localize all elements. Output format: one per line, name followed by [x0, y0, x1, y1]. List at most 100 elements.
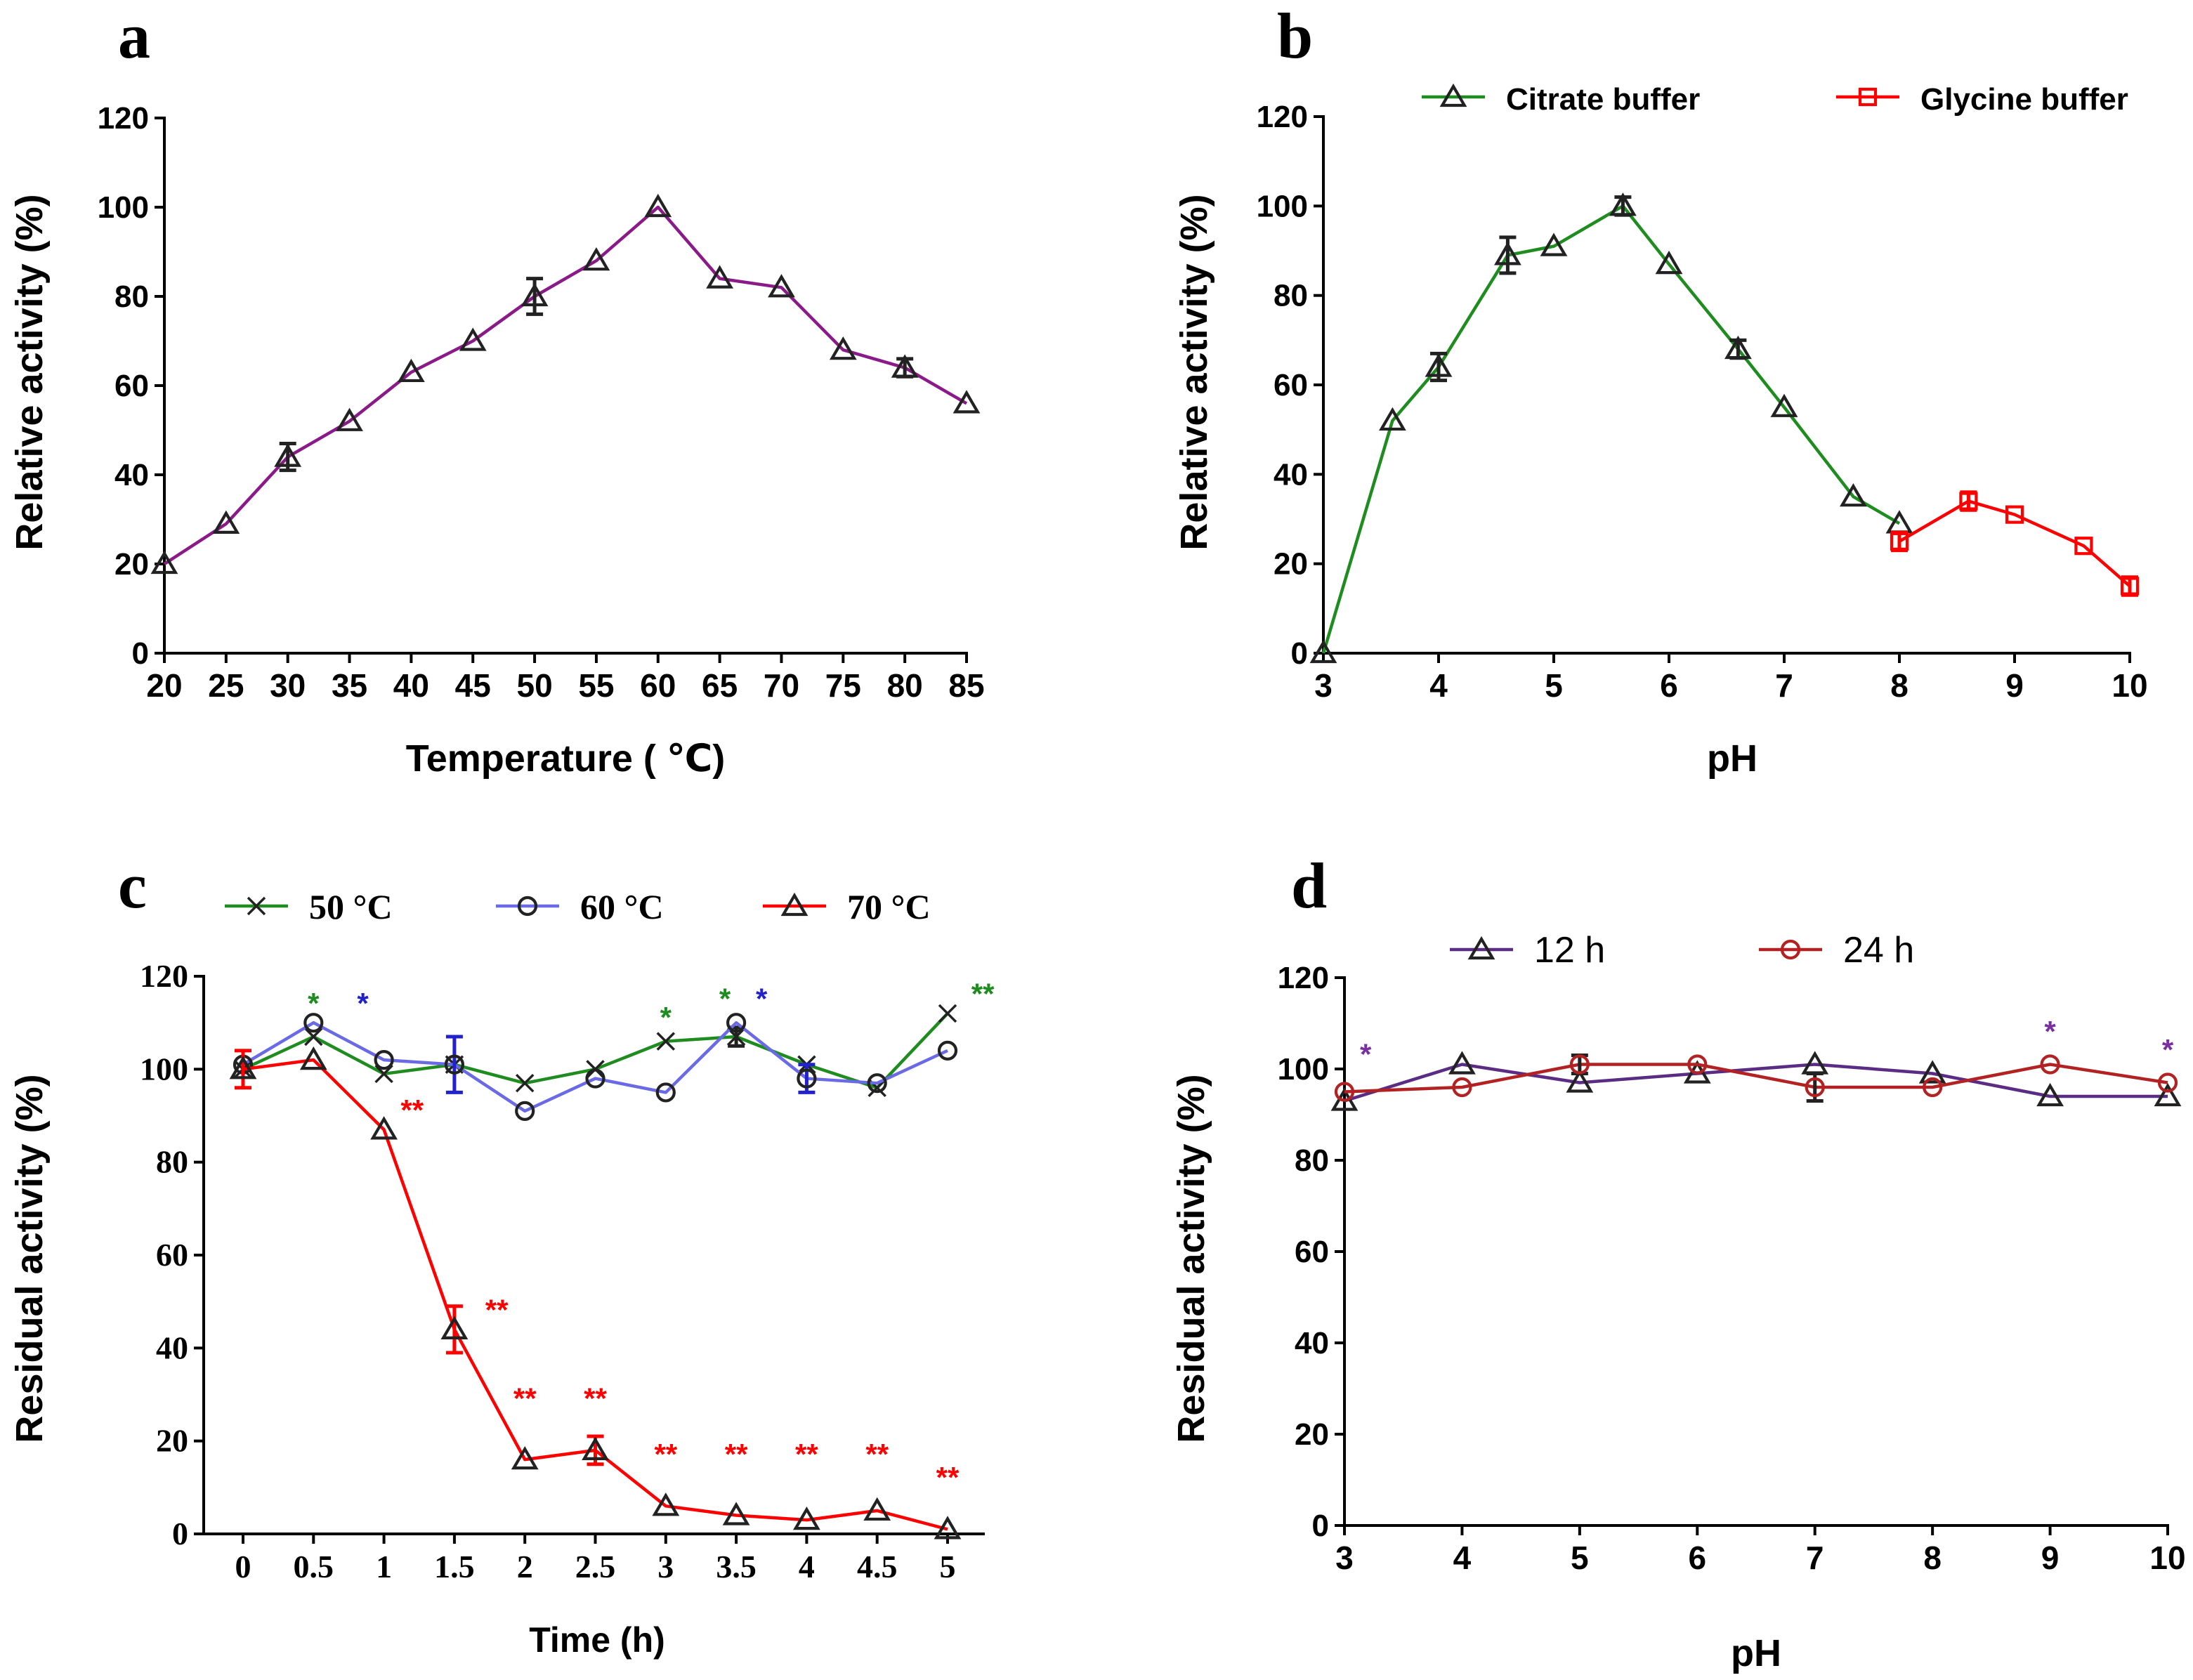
- panel-d-legend-24h-swatch-marker: [1780, 939, 1801, 960]
- panel-c-series-2-point: [440, 1315, 469, 1339]
- panel-b-series-1-point: [2074, 537, 2093, 556]
- panel-b-series-0-point: [1540, 232, 1568, 256]
- panel-c-ylabel: Residual activity (%): [8, 1074, 51, 1443]
- panel-a-ylabel: Relative activity (%): [8, 194, 51, 550]
- panel-d-series-0-point: [1918, 1060, 1946, 1084]
- panel-d-legend-12h-swatch-marker: [1467, 936, 1495, 960]
- panel-c-significance-mark: **: [400, 1094, 424, 1127]
- panel-b-series-1-point: [1959, 492, 1978, 511]
- panel-c-series-2-point: [582, 1436, 609, 1460]
- panel-c-x-tick-label: 4: [799, 1549, 815, 1584]
- panel-a-series-0-point: [829, 336, 857, 360]
- panel-c-letter: c: [118, 850, 147, 921]
- panel-a-x-tick-label: 35: [332, 667, 367, 704]
- panel-c-x-tick-label: 2: [517, 1549, 533, 1584]
- panel-b-series-0-point: [1839, 483, 1867, 507]
- panel-c-x-tick-label: 1: [376, 1549, 392, 1584]
- panel-a-y-tick-label: 40: [114, 458, 149, 492]
- panel-c-significance-mark: **: [795, 1438, 818, 1471]
- panel-d-x-tick-label: 3: [1335, 1540, 1354, 1576]
- panel-d-x-tick-label: 9: [2041, 1540, 2060, 1576]
- panel-a-series-0-point: [397, 358, 425, 383]
- panel-c-series-2-point: [722, 1502, 750, 1525]
- panel-d-letter: d: [1291, 850, 1327, 921]
- panel-a-series-0-point: [706, 265, 734, 289]
- panel-b-x-tick-label: 8: [1890, 667, 1909, 704]
- panel-a-y-tick-label: 60: [114, 369, 149, 403]
- panel-c-significance-mark: *: [756, 982, 768, 1015]
- panel-a-x-tick-label: 65: [702, 667, 738, 704]
- panel-c-legend-50-swatch-marker: [247, 896, 266, 916]
- panel-d-significance-mark: *: [2044, 1015, 2056, 1048]
- panel-b-y-tick-label: 40: [1274, 457, 1308, 492]
- panel-b-series-0-line: [1321, 204, 1901, 654]
- panel-c-significance-mark: **: [654, 1438, 677, 1471]
- panel-c-x-tick-label: 2.5: [575, 1549, 616, 1584]
- panel-b-series-0-point: [1655, 250, 1683, 275]
- panel-a-x-tick-label: 50: [516, 667, 552, 704]
- panel-a-y-tick-label: 120: [98, 101, 149, 136]
- panel-d-series-0-point: [1566, 1069, 1594, 1093]
- panel-d-legend-24h-label: 24 h: [1843, 930, 1914, 971]
- panel-a: a Relative activity (%) Temperature ( ℃)…: [8, 0, 985, 780]
- panel-d-series-1-point: [1687, 1054, 1708, 1075]
- panel-b-xlabel: pH: [1707, 737, 1757, 780]
- panel-a-series-0-point: [336, 407, 363, 431]
- panel-c-y-tick-label: 60: [156, 1237, 188, 1273]
- panel-c-series-1-point: [937, 1040, 958, 1061]
- panel-c-series-2-point: [299, 1046, 327, 1070]
- panel-a-x-tick-label: 25: [208, 667, 244, 704]
- panel-b-series-0-point: [1770, 393, 1798, 417]
- panel-c-significance-mark: **: [584, 1382, 607, 1415]
- panel-c-series-2-point: [511, 1445, 539, 1470]
- panel-d-significance-mark: *: [1360, 1038, 1372, 1071]
- panel-c-series-0-line: [242, 1012, 949, 1090]
- panel-d-significance-mark: *: [2162, 1033, 2174, 1066]
- panel-c-significance-mark: *: [357, 987, 369, 1020]
- panel-b-y-tick-label: 120: [1257, 100, 1308, 134]
- panel-a-y-tick-label: 100: [98, 190, 149, 225]
- panel-b-series-0-point: [1724, 335, 1752, 360]
- panel-c-x-tick-label: 5: [940, 1549, 956, 1584]
- panel-c-series-1-errorbar: [445, 1035, 463, 1094]
- panel-a-series-0-point: [459, 327, 487, 351]
- panel-c-series-1-point: [867, 1073, 887, 1094]
- panel-b-y-tick-label: 20: [1274, 547, 1308, 582]
- panel-d-series-1-point: [1452, 1077, 1472, 1098]
- panel-b-series-0-point: [1425, 353, 1453, 377]
- panel-b-ylabel: Relative activity (%): [1173, 194, 1215, 550]
- panel-c-series-1-point: [655, 1082, 676, 1103]
- panel-c-series-1-point: [726, 1013, 747, 1033]
- panel-a-x-tick-label: 70: [764, 667, 799, 704]
- panel-c-series-1-point: [797, 1068, 817, 1089]
- panel-c-legend-50-label: 50 °C: [309, 887, 393, 926]
- panel-c-series-1-point: [585, 1068, 605, 1089]
- panel-a-series-0-point: [582, 247, 610, 271]
- panel-b-x-tick-label: 3: [1314, 667, 1333, 704]
- panel-c-xlabel: Time (h): [529, 1620, 665, 1660]
- panel-a-series-0-point: [768, 274, 795, 298]
- panel-a-series-0-point: [150, 550, 178, 575]
- panel-d-series-1-point: [1923, 1077, 1943, 1098]
- panel-d-series-1-point: [2040, 1054, 2060, 1075]
- panel-a-series-0-point: [644, 193, 672, 218]
- panel-c-significance-mark: *: [308, 987, 320, 1020]
- panel-b-series-0-point: [1309, 639, 1337, 664]
- panel-c-series-1-point: [303, 1013, 324, 1033]
- panel-c-legend-70-label: 70 °C: [847, 887, 931, 926]
- panel-b-y-tick-label: 0: [1291, 636, 1308, 671]
- panel-c-y-tick-label: 0: [172, 1516, 188, 1551]
- panel-c-significance-mark: **: [485, 1294, 509, 1327]
- panel-a-y-tick-label: 80: [114, 280, 149, 314]
- panel-c-series-2-point: [934, 1516, 962, 1540]
- panel-c-series-2-errorbar: [445, 1304, 463, 1355]
- panel-d-y-tick-label: 80: [1295, 1143, 1329, 1178]
- panel-c-series-0-point: [374, 1064, 393, 1084]
- panel-c-series-0-point: [726, 1027, 746, 1046]
- panel-d-series-0-point: [2036, 1082, 2064, 1107]
- panel-b-series-1-point: [2120, 577, 2140, 596]
- panel-c-y-tick-label: 80: [156, 1144, 188, 1180]
- panel-c-significance-mark: **: [971, 978, 995, 1011]
- panel-c-series-2-point: [652, 1492, 680, 1516]
- panel-d-y-tick-label: 40: [1295, 1326, 1329, 1360]
